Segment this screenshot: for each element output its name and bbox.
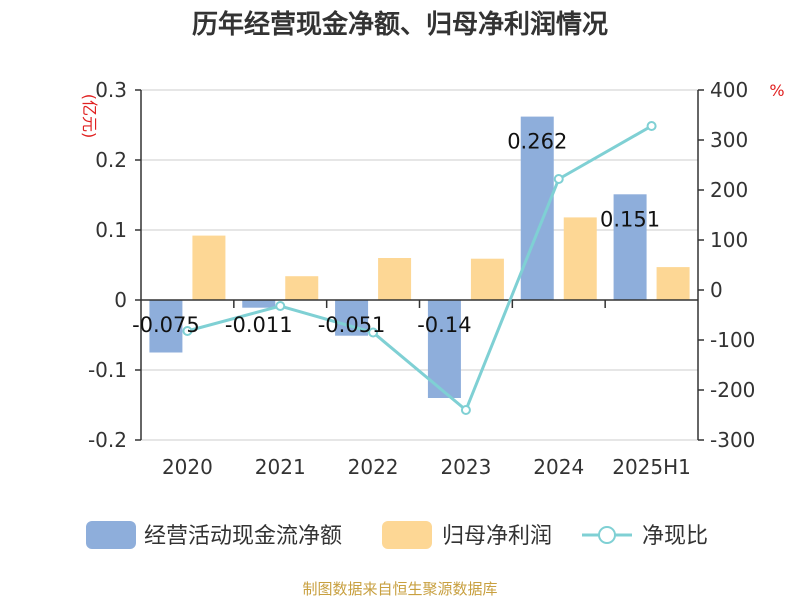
x-tick-label: 2020 xyxy=(162,455,213,479)
x-tick-label: 2025H1 xyxy=(612,455,691,479)
x-tick-label: 2022 xyxy=(348,455,399,479)
bar-value-label: -0.075 xyxy=(132,313,200,337)
bar-value-label: -0.14 xyxy=(417,313,471,337)
left-tick-label: 0.1 xyxy=(95,218,127,242)
bar-value-label: -0.051 xyxy=(318,313,386,337)
right-tick-label: -300 xyxy=(710,428,755,452)
x-tick-label: 2023 xyxy=(440,455,491,479)
bar-net-profit xyxy=(285,276,319,300)
ratio-point xyxy=(646,121,657,131)
ratio-point xyxy=(368,327,379,338)
left-tick-label: -0.2 xyxy=(88,428,127,452)
left-tick-label: 0 xyxy=(114,288,127,312)
legend-marker xyxy=(598,526,616,544)
bar-cash-flow xyxy=(242,300,276,308)
bar-net-profit xyxy=(656,267,690,300)
x-tick-label: 2021 xyxy=(255,455,306,479)
data-labels: -0.075 -0.011 -0.051 -0.14 0.262 0.151 xyxy=(132,130,660,337)
bar-value-label: -0.011 xyxy=(225,313,293,337)
legend-swatch xyxy=(382,521,432,549)
right-tick-label: 300 xyxy=(710,128,748,152)
bar-net-profit xyxy=(192,235,226,300)
chart-title: 历年经营现金净额、归母净利润情况 xyxy=(192,9,608,40)
legend: 经营活动现金流净额 归母净利润 净现比 xyxy=(86,521,708,549)
right-tick-label: -200 xyxy=(710,378,755,402)
ratio-point xyxy=(460,405,471,415)
bar-cash-flow xyxy=(149,300,183,353)
bar-value-label: 0.151 xyxy=(600,207,660,231)
source-note: 制图数据来自恒生聚源数据库 xyxy=(302,580,497,598)
bar-group xyxy=(149,116,690,398)
legend-label: 经营活动现金流净额 xyxy=(144,524,342,549)
bar-value-label: 0.262 xyxy=(507,130,567,154)
bar-cash-flow xyxy=(613,194,647,300)
bar-net-profit xyxy=(563,217,597,300)
right-axis-unit: % xyxy=(769,81,784,100)
axes: 0.3 0.2 0.1 0 -0.1 -0.2 400 300 200 100 0 -100 -200 -… xyxy=(88,78,755,479)
ratio-point xyxy=(553,174,564,184)
legend-swatch xyxy=(86,521,136,549)
legend-label: 净现比 xyxy=(642,524,708,549)
legend-label: 归母净利润 xyxy=(442,524,552,549)
ratio-point xyxy=(182,326,193,336)
left-tick-label: -0.1 xyxy=(88,358,127,382)
left-tick-label: 0.3 xyxy=(95,78,127,102)
x-tick-label: 2024 xyxy=(533,455,584,479)
ratio-point xyxy=(275,301,286,311)
ratio-line xyxy=(182,121,657,415)
right-tick-label: 400 xyxy=(710,78,748,102)
right-tick-label: 200 xyxy=(710,178,748,202)
right-tick-label: 0 xyxy=(710,278,723,302)
right-tick-label: -100 xyxy=(710,328,755,352)
left-axis-unit: (亿元) xyxy=(80,94,99,139)
ratio-line-path xyxy=(187,124,653,413)
bar-net-profit xyxy=(378,258,412,300)
bar-net-profit xyxy=(470,258,504,300)
left-tick-label: 0.2 xyxy=(95,148,127,172)
right-tick-label: 100 xyxy=(710,228,748,252)
